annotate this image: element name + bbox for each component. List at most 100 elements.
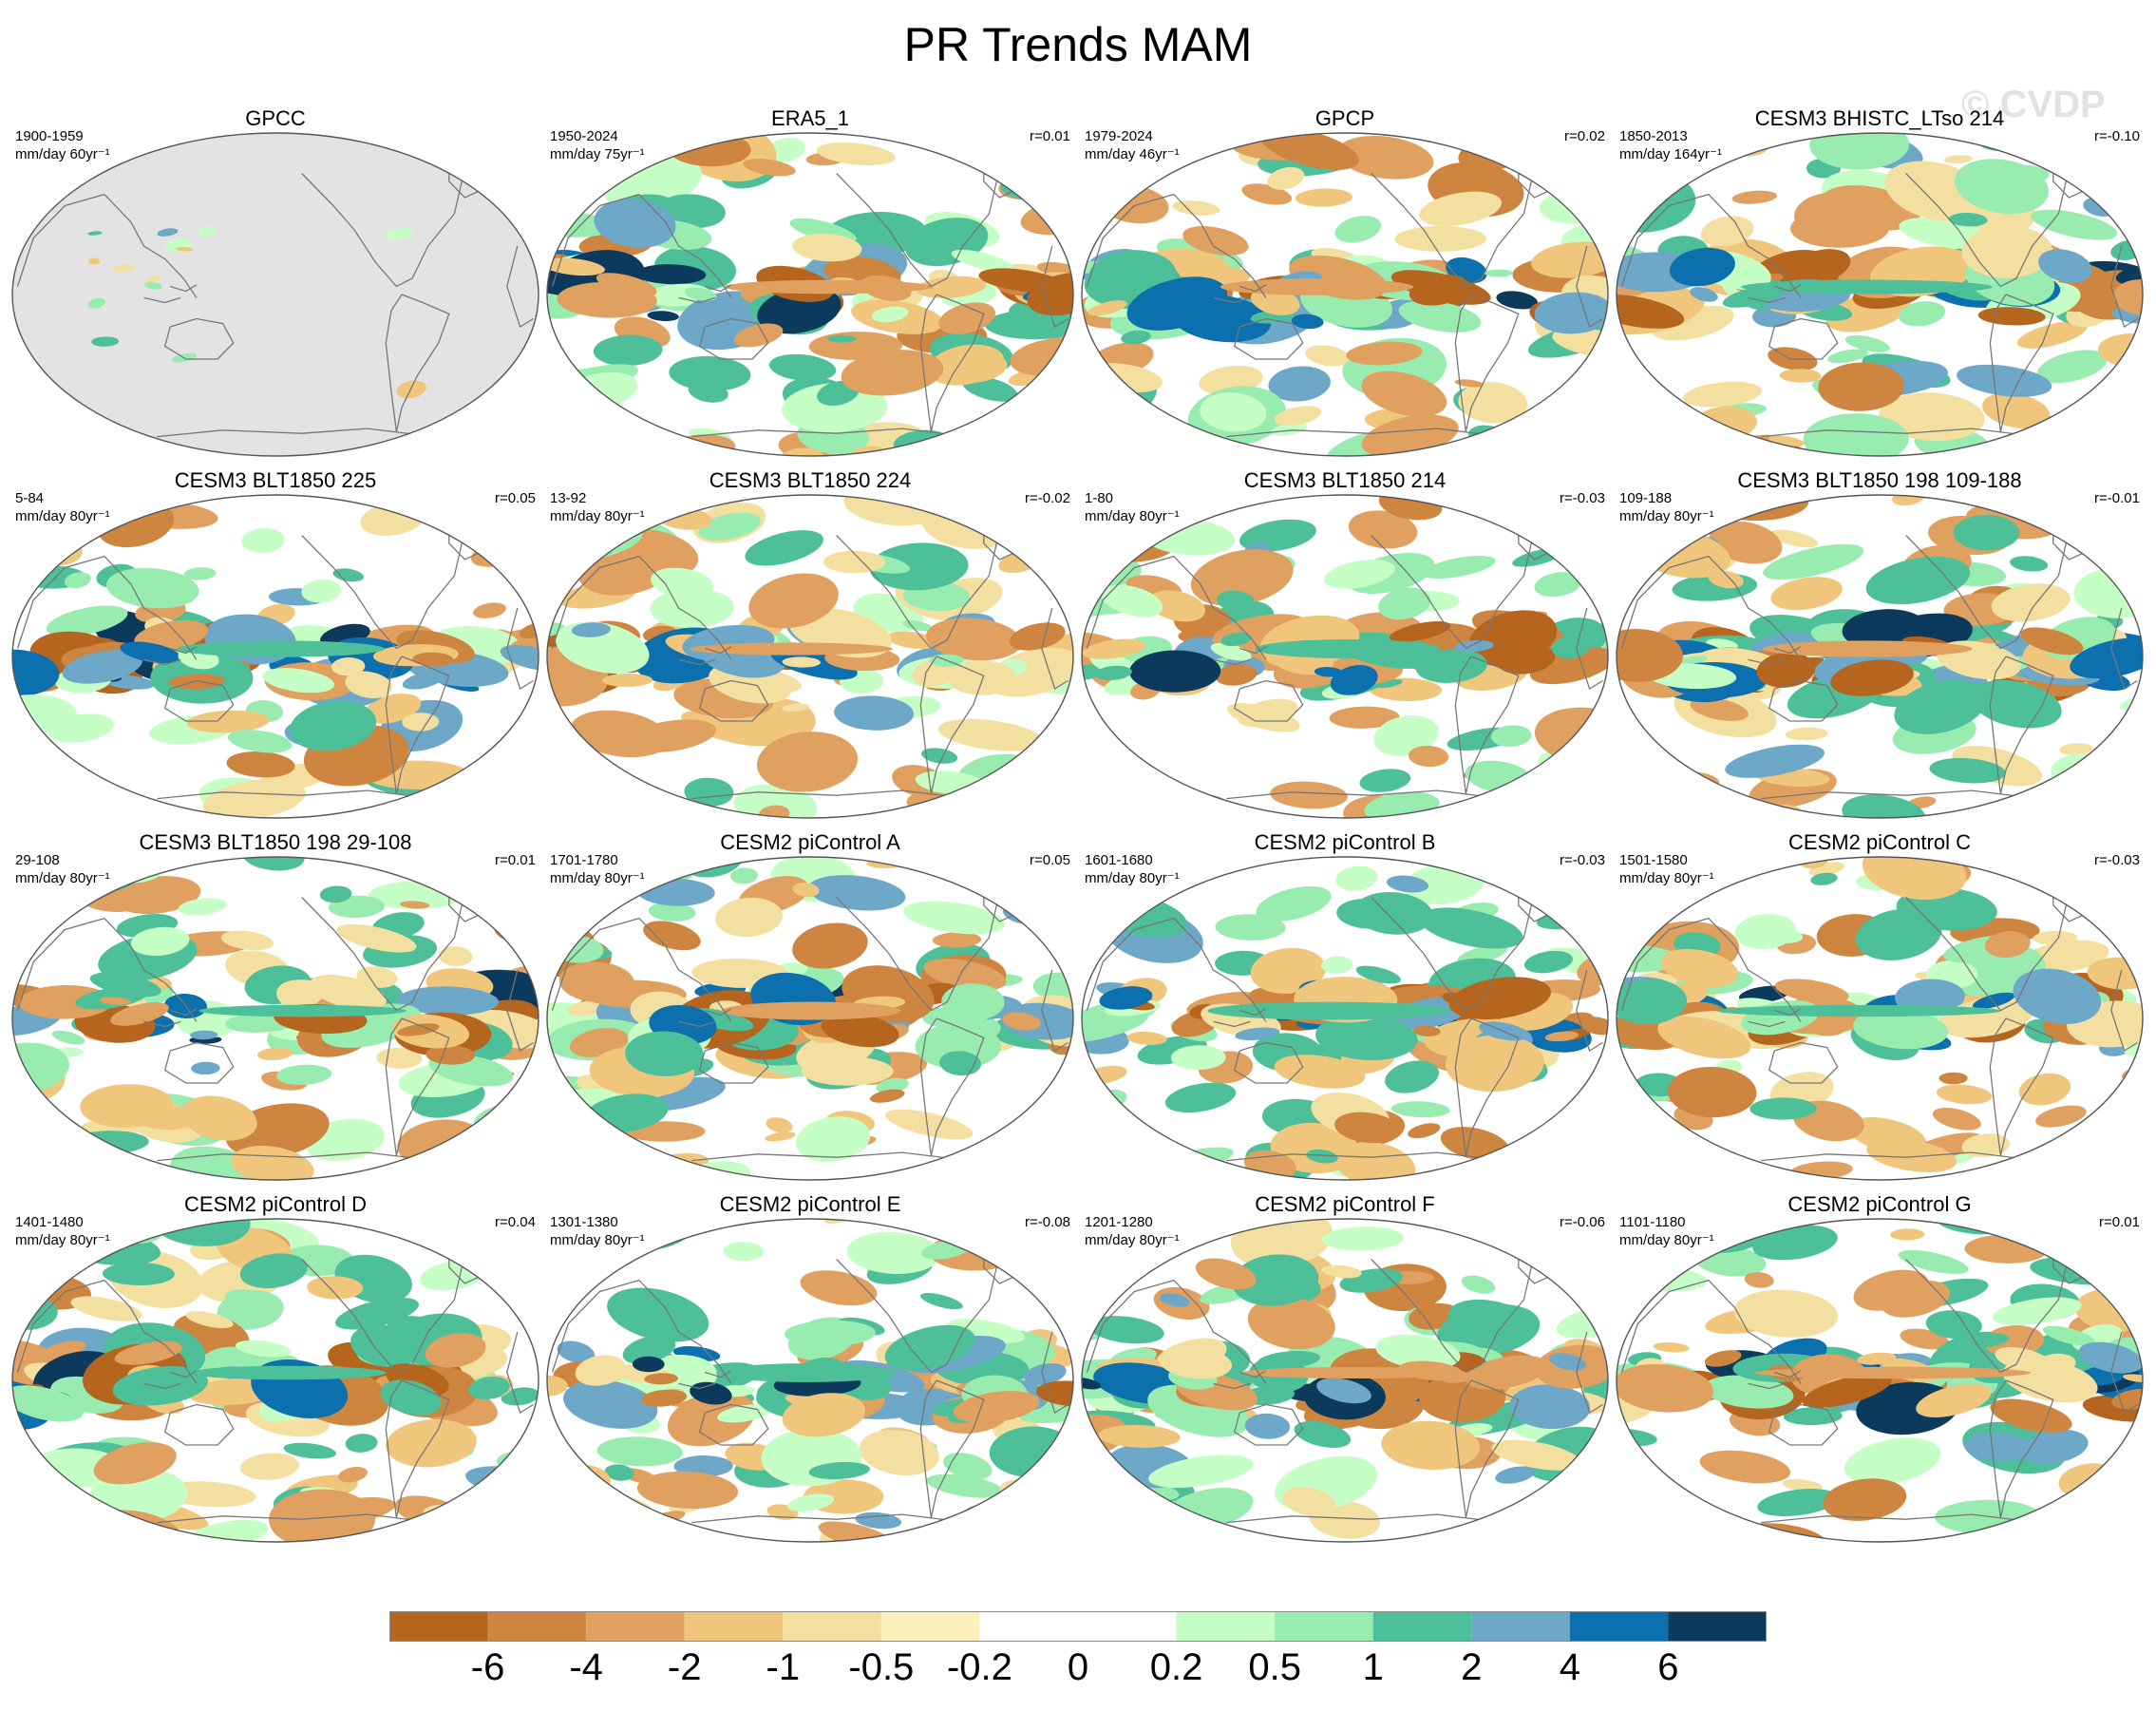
panel-units: mm/day 80yr⁻¹: [15, 870, 110, 886]
trend-blob: [834, 695, 915, 731]
trend-blob: [1126, 1031, 1167, 1045]
coastline: [551, 1279, 732, 1384]
colorbar-tick-label: -0.2: [946, 1646, 1012, 1688]
trend-blob: [571, 622, 611, 637]
trend-blob: [991, 1138, 1036, 1153]
trend-blob: [1509, 1384, 1591, 1430]
trend-blob: [295, 1034, 329, 1047]
trend-blob: [782, 656, 821, 668]
trend-blob: [547, 1504, 597, 1537]
trend-blob: [1082, 1377, 1102, 1390]
trend-blob: [386, 1419, 477, 1468]
trend-blob: [240, 1453, 299, 1480]
trend-blob: [349, 1219, 386, 1224]
trend-blob: [950, 1219, 1010, 1246]
trend-blob: [782, 703, 810, 713]
tropical-band: [1255, 639, 1441, 658]
panel-title: CESM2 piControl E: [719, 1192, 901, 1216]
coastline: [919, 1379, 985, 1518]
trend-blob: [99, 997, 132, 1006]
trend-blob: [46, 605, 128, 637]
coastline: [385, 656, 450, 794]
trend-blob: [319, 885, 352, 903]
trend-blob: [647, 311, 679, 321]
trend-blob: [596, 273, 657, 297]
trend-blob: [1314, 667, 1343, 677]
panel-units: mm/day 60yr⁻¹: [15, 146, 110, 162]
trend-blob: [1617, 628, 1683, 682]
trend-blob: [269, 1489, 375, 1542]
map-panel: CESM2 piControl A 1701-1780 mm/day 80yr⁻¹ r…: [544, 830, 1076, 1182]
trend-blob: [795, 1116, 871, 1162]
trend-blob: [1534, 572, 1582, 598]
trend-blob: [1948, 212, 1988, 227]
trend-blob: [792, 922, 868, 969]
trend-blob: [262, 668, 334, 694]
map-panel: GPCC 1900-1959 mm/day 60yr⁻¹: [9, 106, 541, 458]
trend-blob: [1316, 1378, 1371, 1404]
trend-blob: [1844, 1437, 1941, 1485]
tropical-band: [1755, 1366, 2032, 1379]
coastline: [143, 1020, 181, 1028]
coastline: [301, 892, 466, 1012]
trend-blob: [1844, 334, 1890, 352]
trend-blob: [1086, 895, 1128, 922]
trend-blob: [1857, 1352, 1897, 1365]
trend-blob: [2102, 887, 2143, 911]
trend-blob: [199, 226, 217, 238]
trend-blob: [1842, 794, 1926, 818]
trend-blob: [1624, 1153, 1728, 1180]
panel-units: mm/day 80yr⁻¹: [550, 870, 645, 886]
trend-blob: [632, 1356, 665, 1373]
map-panel: CESM3 BLT1850 225 5-84 mm/day 80yr⁻¹ r=0.05: [9, 468, 541, 820]
trend-blob: [801, 1056, 894, 1086]
coastline: [691, 1151, 955, 1162]
panel-title: CESM3 BLT1850 198 109-188: [1737, 468, 2022, 492]
panel-period: 1900-1959: [15, 128, 84, 144]
trend-blob: [620, 1520, 695, 1542]
trend-blob: [941, 983, 1005, 1021]
trend-blob: [386, 227, 413, 240]
trend-blob: [1126, 276, 1228, 331]
map-border: [1081, 132, 1609, 457]
trend-blob: [1770, 577, 1843, 611]
panel-units: mm/day 80yr⁻¹: [1619, 1232, 1714, 1248]
trend-blob: [1995, 1346, 2052, 1373]
coastline: [163, 679, 235, 722]
trend-blob: [926, 618, 1022, 661]
trend-blob: [1682, 381, 1763, 408]
trend-blob: [2020, 627, 2084, 656]
map-border: [11, 132, 539, 457]
trend-blob: [2110, 1283, 2143, 1301]
trend-blob: [961, 355, 1008, 383]
panel-title: CESM2 piControl G: [1787, 1192, 1972, 1216]
map-field: [1081, 494, 1609, 819]
trend-blob: [792, 882, 820, 898]
missing-data-mask: [12, 133, 539, 456]
trend-blob: [1095, 1481, 1139, 1499]
panel-title: CESM3 BLT1850 198 29-108: [139, 830, 412, 854]
trend-blob: [808, 1461, 870, 1480]
colorbar-swatch: [880, 1611, 980, 1642]
coastline: [1226, 1151, 1490, 1162]
trend-blob: [1955, 159, 2049, 215]
panel-title: CESM2 piControl C: [1788, 830, 1971, 854]
trend-blob: [601, 673, 653, 688]
trend-blob: [202, 779, 306, 818]
trend-blob: [869, 1089, 905, 1103]
map-panel: CESM3 BLT1850 224 13-92 mm/day 80yr⁻¹ r=-0.…: [544, 468, 1076, 820]
trend-blob: [1158, 1346, 1233, 1379]
colorbar-tick-label: 0: [1067, 1646, 1089, 1688]
coastline: [1905, 530, 2071, 650]
trend-blob: [1809, 133, 1910, 170]
trend-blob: [1689, 423, 1728, 447]
tropical-band: [1207, 1001, 1452, 1020]
trend-blob: [1148, 590, 1206, 622]
trend-blob: [1035, 1161, 1073, 1180]
map-field: [11, 132, 539, 457]
coastline: [1774, 284, 1802, 293]
trend-blob: [331, 656, 366, 676]
trend-blob: [547, 532, 579, 546]
trend-blob: [1306, 1149, 1338, 1164]
trend-blob: [1465, 1355, 1548, 1390]
